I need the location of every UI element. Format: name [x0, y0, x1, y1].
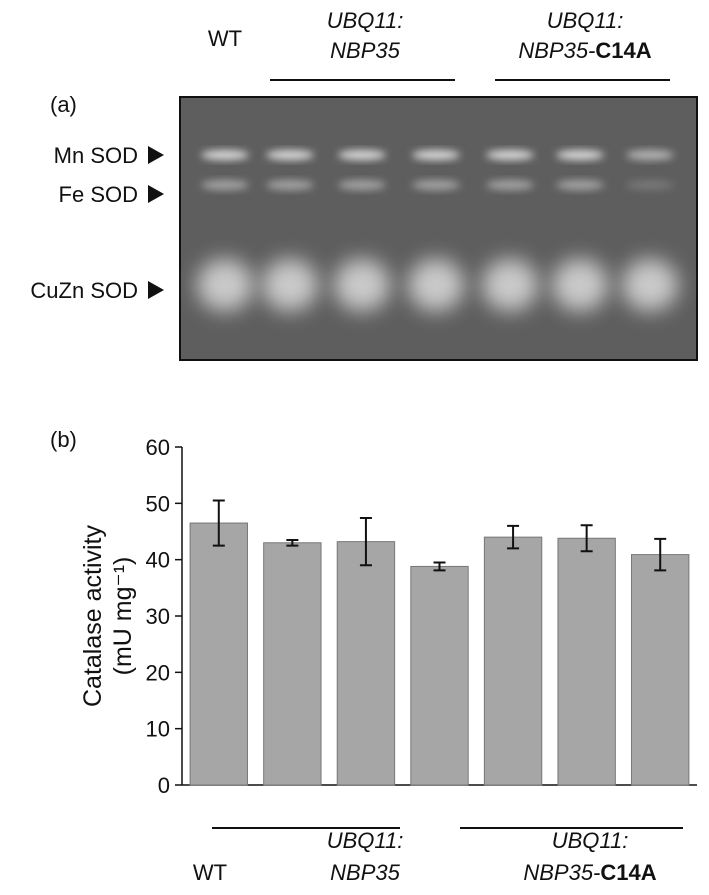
bar	[557, 537, 616, 786]
panel-a-label: (a)	[50, 92, 77, 117]
band	[556, 150, 604, 160]
band	[338, 180, 386, 190]
bar	[263, 542, 322, 786]
group-label: WT	[208, 26, 242, 51]
band-label: CuZn SOD	[30, 278, 138, 303]
group-label: NBP35	[330, 860, 400, 885]
band	[412, 150, 460, 160]
group-label: UBQ11:	[547, 8, 624, 33]
band	[486, 180, 534, 190]
error-bar	[507, 524, 520, 550]
gel-bands	[197, 150, 678, 311]
error-bar	[212, 499, 225, 547]
band	[408, 259, 464, 311]
band	[556, 180, 604, 190]
y-tick-label: 40	[146, 548, 170, 573]
band	[334, 259, 390, 311]
band	[197, 259, 253, 311]
error-bar	[286, 538, 299, 547]
band	[262, 259, 318, 311]
group-label-part: C14A	[595, 38, 651, 63]
band	[622, 259, 678, 311]
error-bar	[580, 524, 593, 553]
arrow	[148, 146, 164, 164]
group-label: NBP35-C14A	[518, 38, 651, 63]
error-bar	[433, 561, 446, 572]
band	[552, 259, 608, 311]
band	[626, 180, 674, 190]
band	[201, 180, 249, 190]
bar	[189, 522, 248, 786]
band-label: Mn SOD	[54, 143, 138, 168]
y-tick-label: 30	[146, 604, 170, 629]
y-tick-label: 50	[146, 491, 170, 516]
y-tick-label: 20	[146, 660, 170, 685]
group-label-part: NBP35	[330, 38, 400, 63]
y-axis-label-line: (mU mg⁻¹)	[109, 557, 137, 676]
panel-b-label: (b)	[50, 427, 77, 452]
group-label: WT	[193, 860, 227, 885]
group-label: UBQ11:	[327, 8, 404, 33]
bar-chart: 0 10 20 30 40 50 60 Catalase activity(mU mg⁻¹) W…	[79, 435, 697, 885]
group-label-part: NBP35	[330, 860, 400, 885]
panel-a-header: WT UBQ11: NBP35 UBQ11: NBP35-C14A	[208, 8, 670, 81]
group-label: UBQ11:	[552, 828, 629, 853]
group-label-part: NBP35-	[523, 860, 600, 885]
gel	[179, 96, 698, 361]
band	[626, 150, 674, 160]
bar	[483, 536, 543, 786]
group-label: NBP35-C14A	[523, 860, 656, 885]
band	[201, 150, 249, 160]
band	[482, 259, 538, 311]
bar	[336, 541, 396, 786]
y-tick-label: 10	[146, 717, 170, 742]
arrow	[148, 185, 164, 203]
error-bar	[654, 537, 667, 572]
band	[486, 150, 534, 160]
band	[338, 150, 386, 160]
band-label: Fe SOD	[59, 182, 138, 207]
bar	[631, 554, 690, 786]
band	[266, 150, 314, 160]
y-tick-label: 0	[158, 773, 170, 798]
y-axis-label: Catalase activity(mU mg⁻¹)	[79, 524, 137, 707]
band	[266, 180, 314, 190]
group-label-part: NBP35-	[518, 38, 595, 63]
band-labels: Mn SOD Fe SOD CuZn SOD	[30, 143, 164, 303]
y-tick-label: 60	[146, 435, 170, 460]
group-label: UBQ11:	[327, 828, 404, 853]
band	[412, 180, 460, 190]
bar	[410, 565, 469, 786]
group-label-part: C14A	[600, 860, 656, 885]
error-bar	[359, 516, 372, 567]
y-axis-label-line: Catalase activity	[79, 524, 107, 707]
arrow	[148, 281, 164, 299]
group-label: NBP35	[330, 38, 400, 63]
